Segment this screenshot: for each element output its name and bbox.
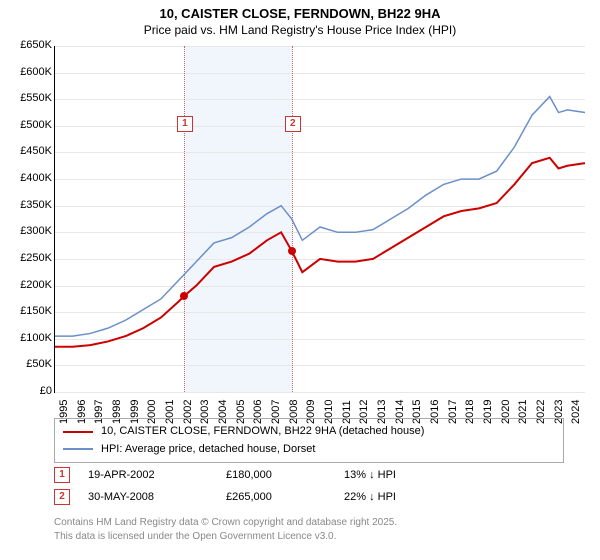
y-axis-label: £300K — [8, 225, 52, 237]
chart-subtitle: Price paid vs. HM Land Registry's House … — [0, 23, 600, 37]
y-axis-label: £450K — [8, 145, 52, 157]
chart-plot: 12 — [54, 46, 585, 393]
data-point — [180, 292, 188, 300]
row-marker: 2 — [54, 489, 70, 505]
row-date: 19-APR-2002 — [88, 469, 208, 481]
legend: 10, CAISTER CLOSE, FERNDOWN, BH22 9HA (d… — [54, 418, 564, 463]
row-date: 30-MAY-2008 — [88, 491, 208, 503]
y-axis-label: £500K — [8, 119, 52, 131]
row-marker: 1 — [54, 467, 70, 483]
footer: Contains HM Land Registry data © Crown c… — [54, 516, 397, 544]
y-axis-label: £150K — [8, 305, 52, 317]
y-axis-label: £200K — [8, 279, 52, 291]
legend-label: 10, CAISTER CLOSE, FERNDOWN, BH22 9HA (d… — [101, 423, 424, 441]
y-axis-label: £50K — [8, 358, 52, 370]
legend-item: 10, CAISTER CLOSE, FERNDOWN, BH22 9HA (d… — [63, 423, 555, 441]
y-axis-label: £550K — [8, 92, 52, 104]
row-pct: 13% ↓ HPI — [344, 469, 396, 481]
y-axis-label: £250K — [8, 252, 52, 264]
x-axis-label: 2024 — [570, 400, 582, 424]
series-price-paid — [55, 158, 585, 347]
row-price: £180,000 — [226, 469, 326, 481]
y-axis-label: £350K — [8, 199, 52, 211]
legend-item: HPI: Average price, detached house, Dors… — [63, 441, 555, 459]
footer-line: Contains HM Land Registry data © Crown c… — [54, 516, 397, 530]
legend-swatch — [63, 431, 93, 433]
legend-swatch — [63, 448, 93, 450]
y-axis-label: £600K — [8, 66, 52, 78]
table-row: 1 19-APR-2002 £180,000 13% ↓ HPI — [54, 464, 396, 486]
row-pct: 22% ↓ HPI — [344, 491, 396, 503]
row-price: £265,000 — [226, 491, 326, 503]
y-axis-label: £650K — [8, 39, 52, 51]
table-row: 2 30-MAY-2008 £265,000 22% ↓ HPI — [54, 486, 396, 508]
footer-line: This data is licensed under the Open Gov… — [54, 530, 397, 544]
y-axis-label: £0 — [8, 385, 52, 397]
legend-label: HPI: Average price, detached house, Dors… — [101, 441, 315, 459]
y-axis-label: £100K — [8, 332, 52, 344]
data-point — [288, 247, 296, 255]
y-axis-label: £400K — [8, 172, 52, 184]
series-hpi — [55, 97, 585, 337]
chart-marker: 2 — [285, 116, 301, 132]
chart-marker: 1 — [177, 116, 193, 132]
data-table: 1 19-APR-2002 £180,000 13% ↓ HPI 2 30-MAY-200… — [54, 464, 396, 508]
chart-title: 10, CAISTER CLOSE, FERNDOWN, BH22 9HA — [0, 0, 600, 23]
